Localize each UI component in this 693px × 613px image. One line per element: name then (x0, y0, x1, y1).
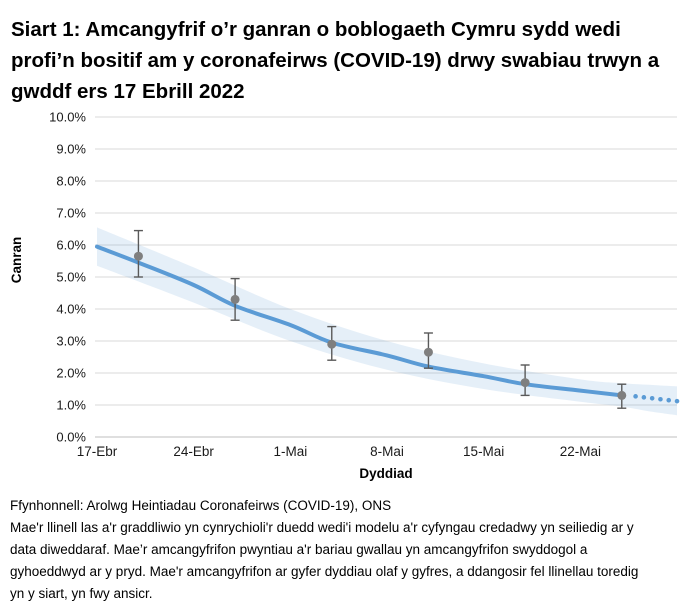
y-tick-label: 8.0% (56, 174, 86, 189)
data-point (617, 390, 627, 400)
y-tick-label: 1.0% (56, 398, 86, 413)
y-tick-label: 9.0% (56, 142, 86, 157)
x-tick-label: 8-Mai (370, 444, 404, 459)
data-point (133, 251, 143, 261)
chart-title: Siart 1: Amcangyfrif o’r ganran o boblog… (11, 18, 660, 103)
x-tick-label: 15-Mai (463, 444, 504, 459)
trend-dotted-point (674, 398, 680, 404)
source-line: Ffynhonnell: Arolwg Heintiadau Coronafei… (10, 498, 392, 513)
data-point (327, 339, 337, 349)
data-point (520, 378, 530, 388)
confidence-band (97, 227, 678, 416)
data-point (230, 294, 240, 304)
y-tick-label: 0.0% (56, 430, 86, 445)
trend-dotted-point (666, 397, 672, 403)
methodology-note: Mae'r llinell las a'r graddliwio yn cynr… (10, 520, 639, 601)
trend-line (95, 244, 624, 398)
y-tick-label: 10.0% (49, 110, 86, 125)
y-tick-label: 6.0% (56, 238, 86, 253)
x-tick-label: 24-Ebr (173, 444, 214, 459)
trend-dotted-point (658, 396, 663, 402)
y-tick-label: 2.0% (56, 366, 86, 381)
x-axis-title: Dyddiad (359, 466, 412, 481)
y-tick-label: 5.0% (56, 270, 86, 285)
trend-dotted-point (641, 395, 647, 400)
x-tick-label: 22-Mai (560, 444, 601, 459)
y-tick-label: 4.0% (56, 302, 86, 317)
chart-footnotes: Ffynhonnell: Arolwg Heintiadau Coronafei… (10, 495, 655, 605)
chart-svg: 0.0% 1.0% 2.0% 3.0% 4.0% 5.0% 6.0% 7.0% 8.0% 9.0%… (9, 110, 680, 481)
trend-dotted-point (649, 395, 655, 401)
x-tick-label: 1-Mai (273, 444, 307, 459)
y-tick-label: 7.0% (56, 206, 86, 221)
chart-area: 0.0% 1.0% 2.0% 3.0% 4.0% 5.0% 6.0% 7.0% 8.0% 9.0%… (0, 107, 693, 487)
trend-dotted-point (633, 394, 638, 399)
y-tick-label: 3.0% (56, 334, 86, 349)
x-tick-label: 17-Ebr (77, 444, 118, 459)
y-axis-title: Canran (9, 237, 24, 284)
data-point (423, 347, 433, 357)
